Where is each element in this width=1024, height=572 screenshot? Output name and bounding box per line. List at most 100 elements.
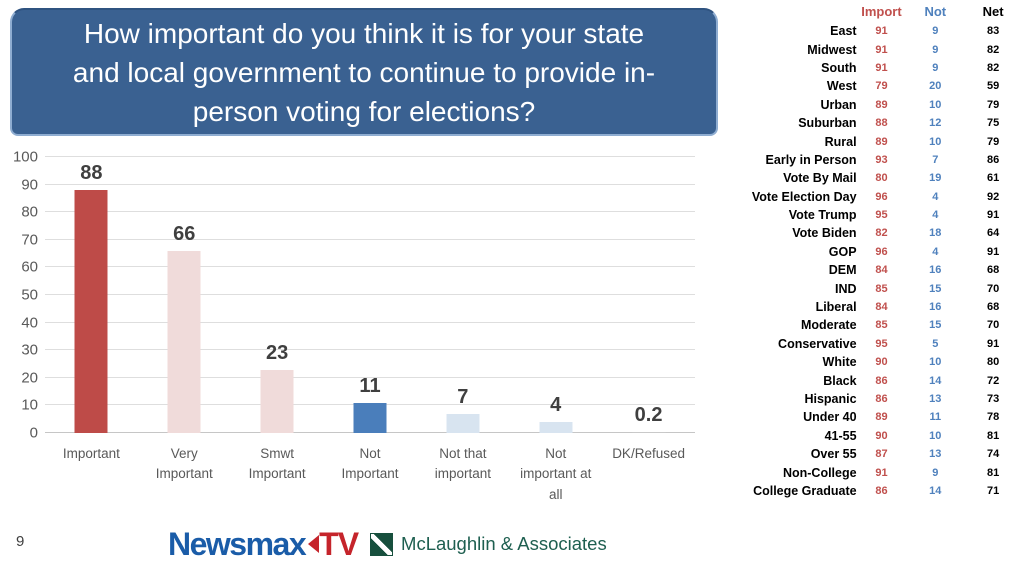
- crosstab-row: Moderate 85 15 70: [733, 316, 1018, 334]
- gridline: [45, 238, 695, 240]
- bar-slot: 0.2: [602, 157, 695, 433]
- crosstab-row: Under 40 89 11 78: [733, 408, 1018, 426]
- mclaughlin-logo-icon: [370, 532, 394, 556]
- question-line-1: How important do you think it is for you…: [83, 17, 645, 49]
- y-axis-tick-label: 50: [21, 286, 38, 304]
- crosstab-row: Vote By Mail 80 19 61: [733, 169, 1018, 187]
- newsmax-logo: Newsmax: [168, 526, 307, 562]
- crosstab-value: 61: [986, 172, 1000, 185]
- crosstab-value: 4: [932, 245, 939, 258]
- y-axis-tick-label: 100: [12, 148, 38, 166]
- crosstab-row-label: Vote Trump: [788, 208, 857, 223]
- crosstab-row-label: IND: [835, 281, 857, 296]
- crosstab-value: 10: [929, 356, 942, 369]
- crosstab-value: 89: [875, 411, 888, 424]
- mclaughlin-name: McLaughlin & Associates: [401, 533, 607, 554]
- bar-slot: 23: [231, 157, 324, 433]
- crosstab-row: Rural 89 10 79: [733, 132, 1018, 150]
- y-axis-tick-label: 80: [21, 203, 38, 221]
- crosstab-row: South 91 9 82: [733, 59, 1018, 77]
- crosstab-body: East 91 9 83 Midwest 91 9 82 South 91 9 82 West 79 20 5…: [733, 22, 1018, 500]
- crosstab-value: 70: [986, 282, 1000, 295]
- crosstab-value: 91: [986, 209, 1000, 222]
- crosstab-value: 12: [929, 117, 942, 130]
- crosstab-row-label: Early in Person: [765, 152, 857, 167]
- y-axis-tick-label: 0: [29, 424, 38, 442]
- x-axis-category-label: Smwt Important: [248, 446, 306, 482]
- crosstab-value: 71: [986, 484, 1000, 497]
- crosstab-value: 9: [932, 43, 939, 56]
- question-line-2: and local government to continue to prov…: [72, 56, 656, 88]
- crosstab-row-label: Midwest: [807, 42, 857, 57]
- question-title-box: How important do you think it is for you…: [10, 8, 718, 136]
- crosstab-row-label: Vote Biden: [792, 226, 857, 241]
- x-axis-category-label: Not Important: [341, 446, 399, 482]
- bar: [446, 413, 480, 433]
- crosstab-value: 84: [875, 301, 888, 314]
- crosstab-row: West 79 20 59: [733, 77, 1018, 95]
- crosstab-row-label: West: [826, 79, 857, 94]
- crosstab-value: 82: [986, 43, 1000, 56]
- bar: [632, 431, 666, 433]
- crosstab-value: 85: [875, 319, 888, 332]
- page-number: 9: [16, 533, 25, 550]
- crosstab-value: 81: [986, 429, 1000, 442]
- crosstab-row-label: Rural: [824, 134, 857, 149]
- crosstab-value: 10: [929, 429, 942, 442]
- question-line-3: person voting for elections?: [192, 95, 536, 127]
- crosstab-value: 70: [986, 319, 1000, 332]
- crosstab-value: 80: [986, 356, 1000, 369]
- crosstab-row: Urban 89 10 79: [733, 96, 1018, 114]
- crosstab-value: 79: [986, 135, 1000, 148]
- bar: [260, 369, 294, 433]
- crosstab-row-label: Moderate: [800, 318, 857, 333]
- crosstab-value: 5: [932, 337, 939, 350]
- crosstab-row-label: East: [830, 24, 857, 39]
- crosstab-row: Black 86 14 72: [733, 371, 1018, 389]
- crosstab-value: 89: [875, 98, 888, 111]
- crosstab-value: 19: [929, 172, 942, 185]
- crosstab-value: 88: [875, 117, 888, 130]
- crosstab-value: 13: [929, 393, 942, 405]
- crosstab-row-label: Conservative: [778, 336, 857, 351]
- y-axis-tick-label: 60: [21, 258, 38, 276]
- crosstab-row-label: GOP: [828, 244, 857, 259]
- crosstab-value: 9: [932, 61, 939, 74]
- crosstab-value: 15: [929, 319, 942, 332]
- crosstab-row-label: Under 40: [803, 410, 857, 425]
- crosstab-value: 73: [986, 393, 1000, 405]
- crosstab-value: 14: [929, 374, 942, 387]
- crosstab-row: Early in Person 93 7 86: [733, 151, 1018, 169]
- crosstab-value: 87: [875, 448, 888, 461]
- crosstab-row: Midwest 91 9 82: [733, 40, 1018, 58]
- crosstab-row-label: Over 55: [810, 447, 857, 462]
- crosstab-value: 14: [929, 484, 942, 497]
- crosstab-row-label: Vote By Mail: [783, 171, 857, 186]
- crosstab-value: 20: [929, 80, 942, 93]
- crosstab-row-label: Urban: [820, 97, 857, 112]
- crosstab-value: 59: [986, 80, 1000, 93]
- crosstab-value: 96: [875, 190, 888, 203]
- crosstab-value: 68: [986, 264, 1000, 277]
- crosstab-value: 68: [986, 301, 1000, 314]
- gridline: [45, 183, 695, 185]
- gridline: [45, 156, 695, 157]
- crosstab-row: Vote Election Day 96 4 92: [733, 188, 1018, 206]
- crosstab-row: College Graduate 86 14 71: [733, 482, 1018, 500]
- newsmax-tv-logo: TV: [319, 526, 359, 562]
- crosstab-header-not: Not: [924, 4, 947, 19]
- crosstab-value: 89: [875, 135, 888, 148]
- crosstab-value: 83: [986, 25, 1000, 38]
- crosstab-value: 74: [986, 448, 1000, 461]
- bar-slot: 7: [416, 157, 509, 433]
- crosstab-value: 95: [875, 337, 888, 350]
- bar: [353, 402, 387, 433]
- bar-value-label: 23: [266, 341, 289, 364]
- crosstab-row: Hispanic 86 13 73: [733, 390, 1018, 408]
- crosstab-value: 90: [875, 429, 888, 442]
- bar-slot: 88: [45, 157, 138, 433]
- y-axis-tick-label: 70: [21, 231, 38, 249]
- crosstab-row: IND 85 15 70: [733, 279, 1018, 297]
- crosstab-value: 64: [986, 227, 1000, 240]
- crosstab-value: 10: [929, 135, 942, 148]
